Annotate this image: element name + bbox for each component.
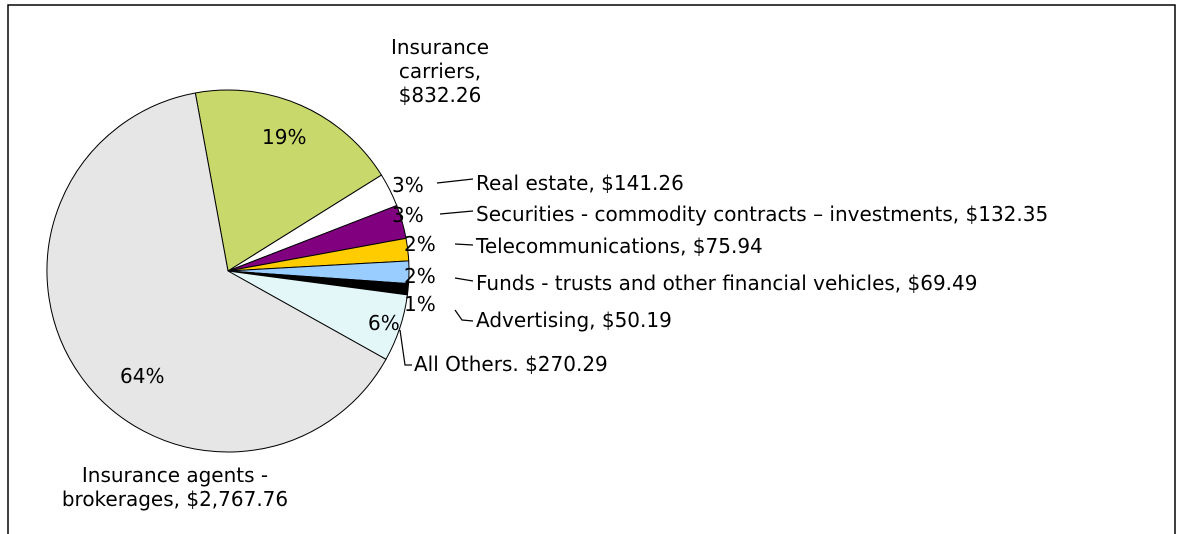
leader-line bbox=[436, 178, 474, 184]
leader-line bbox=[399, 329, 412, 366]
percent-label: 6% bbox=[368, 311, 400, 335]
category-label: Advertising, $50.19 bbox=[476, 308, 672, 332]
percent-label: 19% bbox=[262, 125, 307, 149]
percent-label: 2% bbox=[404, 264, 436, 288]
category-label: Funds - trusts and other financial vehic… bbox=[476, 271, 978, 295]
category-label: Insurance agents - brokerages, $2,767.76 bbox=[61, 463, 289, 511]
category-label: Insurance carriers, $832.26 bbox=[390, 35, 490, 107]
leader-lines bbox=[399, 178, 474, 366]
pie-slice bbox=[194, 89, 383, 272]
percent-label: 1% bbox=[404, 292, 436, 316]
category-label: Telecommunications, $75.94 bbox=[476, 234, 763, 258]
percent-label: 3% bbox=[392, 173, 424, 197]
leader-line bbox=[439, 210, 474, 215]
leader-line bbox=[454, 309, 474, 322]
pie-slice bbox=[46, 92, 387, 453]
percent-label: 64% bbox=[120, 364, 165, 388]
leader-line bbox=[454, 243, 474, 246]
percent-label: 2% bbox=[404, 232, 436, 256]
percent-label: 3% bbox=[392, 203, 424, 227]
category-label: Real estate, $141.26 bbox=[476, 171, 684, 195]
category-label: Securities - commodity contracts – inves… bbox=[476, 202, 1049, 226]
leader-line bbox=[454, 277, 474, 282]
frame bbox=[7, 4, 1176, 534]
category-label: All Others. $270.29 bbox=[414, 352, 608, 376]
